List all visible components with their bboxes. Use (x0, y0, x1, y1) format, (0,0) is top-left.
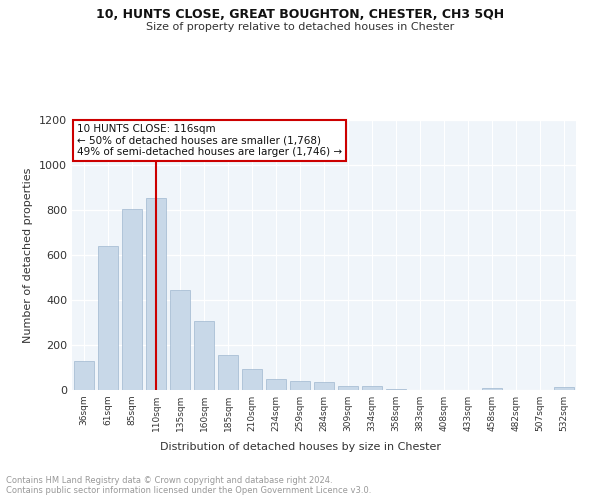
Text: Size of property relative to detached houses in Chester: Size of property relative to detached ho… (146, 22, 454, 32)
Bar (194, 322, 214, 390)
Bar (482, 388, 502, 390)
Bar (122, 209, 142, 390)
Bar (242, 368, 262, 390)
Bar (386, 389, 406, 390)
Y-axis label: Number of detached properties: Number of detached properties (23, 168, 34, 342)
Text: Distribution of detached houses by size in Chester: Distribution of detached houses by size … (160, 442, 440, 452)
Bar (170, 290, 190, 390)
Bar (74, 361, 94, 390)
Bar (266, 379, 286, 390)
Text: 10 HUNTS CLOSE: 116sqm
← 50% of detached houses are smaller (1,768)
49% of semi-: 10 HUNTS CLOSE: 116sqm ← 50% of detached… (77, 124, 342, 157)
Text: Contains HM Land Registry data © Crown copyright and database right 2024.
Contai: Contains HM Land Registry data © Crown c… (6, 476, 371, 495)
Bar (314, 382, 334, 390)
Text: 10, HUNTS CLOSE, GREAT BOUGHTON, CHESTER, CH3 5QH: 10, HUNTS CLOSE, GREAT BOUGHTON, CHESTER… (96, 8, 504, 20)
Bar (554, 388, 574, 390)
Bar (290, 381, 310, 390)
Bar (98, 246, 118, 390)
Bar (362, 386, 382, 390)
Bar (146, 198, 166, 390)
Bar (338, 386, 358, 390)
Bar (218, 355, 238, 390)
